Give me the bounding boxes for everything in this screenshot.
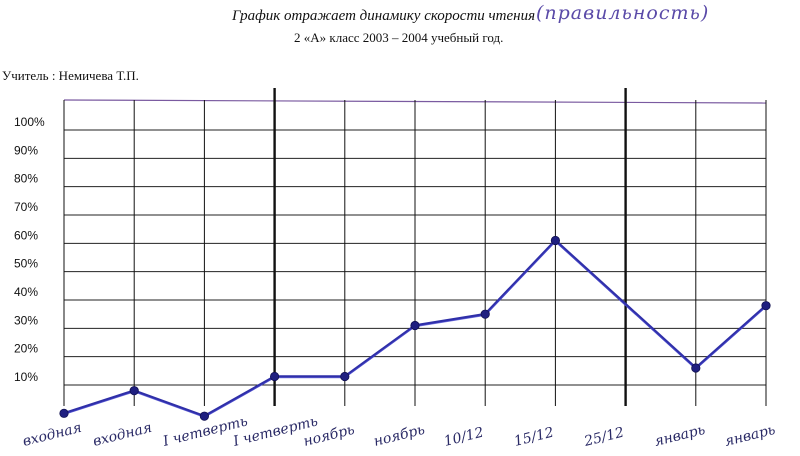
y-tick-label: 50% xyxy=(14,257,38,271)
x-tick-label: входная xyxy=(91,420,153,450)
y-tick-label: 70% xyxy=(14,200,38,214)
data-point xyxy=(550,235,561,246)
data-point xyxy=(761,301,771,311)
x-tick-label: 10/12 xyxy=(442,425,485,450)
chart-subtitle: 2 «А» класс 2003 – 2004 учебный год. xyxy=(294,30,504,45)
teacher-label: Учитель : Немичева Т.П. xyxy=(2,68,139,83)
y-tick-label: 20% xyxy=(14,342,38,356)
data-points xyxy=(59,235,771,421)
y-tick-label: 90% xyxy=(14,143,38,157)
handwritten-note: (правильность) xyxy=(536,2,710,24)
data-point xyxy=(59,408,69,418)
data-point xyxy=(269,371,280,382)
data-point xyxy=(480,309,490,319)
chart-title: График отражает динамику скорости чтения xyxy=(232,8,536,24)
y-tick-label: 30% xyxy=(14,313,38,327)
data-point xyxy=(129,386,139,396)
data-point xyxy=(340,371,350,382)
y-tick-label: 80% xyxy=(14,172,38,186)
y-tick-label: 100% xyxy=(14,115,45,129)
x-tick-label: ноябрь xyxy=(372,422,426,450)
chart-grid xyxy=(63,88,767,406)
x-tick-label: входная xyxy=(21,420,83,450)
y-tick-label: 10% xyxy=(14,370,38,384)
x-tick-label: январь xyxy=(653,422,707,450)
y-tick-label: 40% xyxy=(14,285,38,299)
x-tick-label: январь xyxy=(723,422,777,450)
x-tick-label: 15/12 xyxy=(512,425,555,450)
data-point xyxy=(691,363,701,373)
x-tick-label: 25/12 xyxy=(582,425,626,451)
data-point xyxy=(199,411,209,421)
y-tick-label: 60% xyxy=(14,228,38,242)
y-axis-ticks: 100% 90% 80% 70% 60% 50% 40% 30% 20% 10% xyxy=(14,115,45,384)
data-point xyxy=(410,320,420,331)
